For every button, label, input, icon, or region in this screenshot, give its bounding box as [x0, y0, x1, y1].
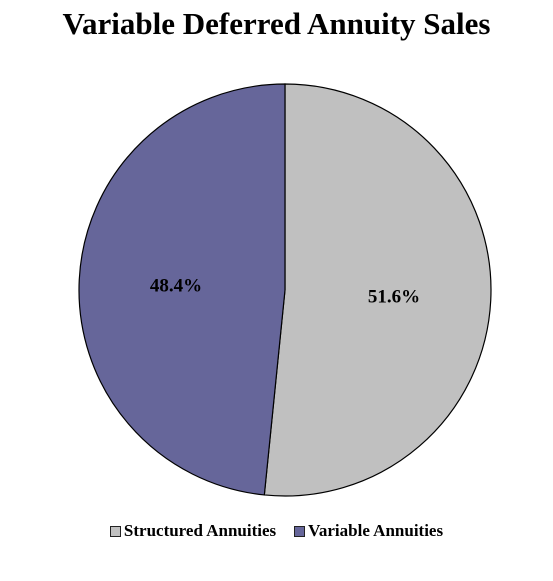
legend-label-variable: Variable Annuities [308, 521, 444, 540]
chart-title: Variable Deferred Annuity Sales [62, 6, 491, 41]
legend: Structured Annuities Variable Annuities [0, 521, 553, 541]
slice-variable [78, 83, 286, 496]
legend-swatch-variable [294, 525, 306, 537]
legend-swatch-structured [109, 525, 121, 537]
legend-item-structured: Structured Annuities [109, 521, 277, 541]
slice-structured [263, 83, 492, 497]
legend-item-variable: Variable Annuities [294, 521, 443, 541]
legend-label-structured: Structured Annuities [123, 521, 277, 540]
slice-label-variable: 48.4% [150, 276, 202, 297]
slice-label-structured: 51.6% [368, 286, 420, 307]
